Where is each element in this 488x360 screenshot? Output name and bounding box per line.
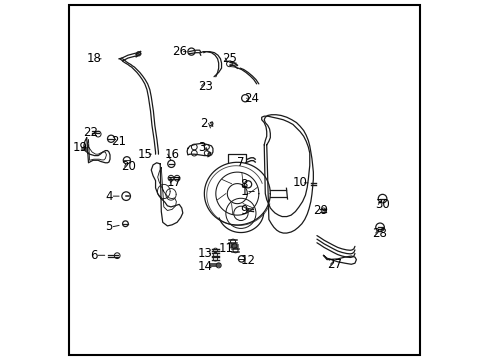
- Text: 4: 4: [105, 190, 112, 203]
- Text: 7: 7: [237, 156, 244, 169]
- Text: 6: 6: [90, 249, 98, 262]
- Text: 2: 2: [200, 117, 208, 130]
- Text: 5: 5: [105, 220, 112, 233]
- Text: 3: 3: [198, 141, 205, 154]
- Text: 25: 25: [222, 51, 236, 64]
- Text: 11: 11: [219, 242, 234, 255]
- Text: 26: 26: [171, 45, 186, 58]
- Text: 24: 24: [244, 92, 259, 105]
- Text: 1: 1: [240, 185, 248, 198]
- Text: 15: 15: [137, 148, 152, 161]
- Text: 14: 14: [197, 260, 212, 273]
- Text: 13: 13: [197, 247, 212, 260]
- Text: 8: 8: [240, 178, 247, 191]
- Text: 18: 18: [87, 52, 102, 65]
- Text: 9: 9: [240, 204, 247, 217]
- Text: 10: 10: [292, 176, 307, 189]
- Text: 21: 21: [111, 135, 125, 148]
- Text: 16: 16: [164, 148, 179, 161]
- Text: 29: 29: [312, 204, 327, 217]
- Text: 17: 17: [167, 176, 182, 189]
- Text: 23: 23: [198, 80, 213, 93]
- Text: 30: 30: [374, 198, 389, 211]
- Text: 19: 19: [73, 140, 87, 153]
- Text: 22: 22: [83, 126, 98, 139]
- Text: 12: 12: [240, 254, 255, 267]
- Text: 27: 27: [326, 258, 342, 271]
- Text: 20: 20: [122, 160, 136, 173]
- Text: 28: 28: [372, 226, 386, 239]
